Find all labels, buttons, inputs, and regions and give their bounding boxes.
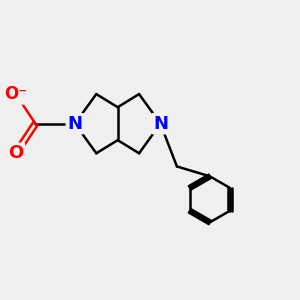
Text: N: N [68,115,82,133]
Text: N: N [153,115,168,133]
Text: O⁻: O⁻ [4,85,27,103]
Text: O: O [8,144,23,162]
